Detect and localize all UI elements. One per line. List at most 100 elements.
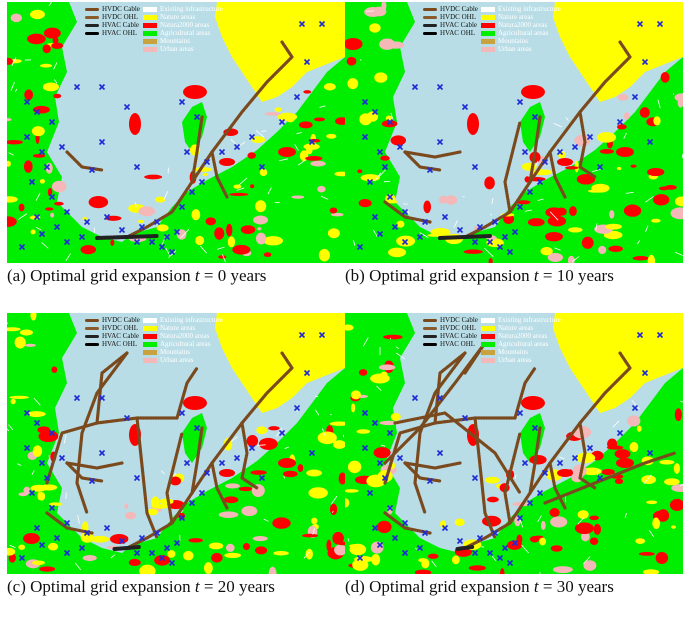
- node-marker: [118, 226, 126, 234]
- node-marker: [416, 544, 424, 552]
- land-use-patch: [371, 553, 381, 566]
- existing-infrastructure-line: [303, 551, 310, 559]
- map-svg: [7, 313, 345, 574]
- land-use-patch: [19, 329, 33, 336]
- natura2000-zone: [219, 158, 235, 166]
- land-use-patch: [333, 440, 345, 449]
- node-marker: [476, 534, 484, 542]
- legend-label: HVAC OHL: [440, 340, 476, 348]
- land-use-patch: [90, 535, 110, 543]
- land-use-patch: [544, 231, 563, 242]
- legend-entry: Agricultural areas: [143, 340, 255, 348]
- land-use-patch: [346, 56, 357, 66]
- node-marker: [248, 444, 256, 452]
- existing-infrastructure-line: [263, 518, 269, 522]
- existing-infrastructure-line: [237, 141, 246, 148]
- land-use-patch: [327, 228, 340, 239]
- legend-entry: Natura2000 areas: [481, 21, 593, 29]
- existing-infrastructure-line: [592, 168, 601, 173]
- land-use-patch: [30, 229, 36, 235]
- land-use-patch: [653, 194, 670, 206]
- legend-label: Agricultural areas: [160, 340, 211, 348]
- legend-line-types: HVDC Cable HVDC OHL HVAC Cable HVAC OHL: [423, 5, 481, 37]
- node-marker: [416, 233, 424, 241]
- land-use-patch: [358, 199, 372, 208]
- land-use-patch: [253, 215, 269, 225]
- legend-label: Mountains: [160, 348, 190, 356]
- land-use-patch: [10, 13, 22, 23]
- land-use-patch: [589, 515, 599, 521]
- existing-infrastructure-line: [554, 247, 561, 251]
- node-marker: [308, 449, 316, 457]
- land-use-patch: [323, 83, 336, 91]
- node-marker: [636, 331, 644, 339]
- node-marker: [38, 541, 46, 549]
- legend-swatch: [481, 22, 495, 28]
- existing-infrastructure-line: [31, 470, 35, 475]
- land-use-patch: [191, 209, 201, 221]
- land-use-patch: [274, 107, 282, 112]
- hvac-cable-corridor: [112, 545, 142, 551]
- land-use-patch: [29, 412, 43, 418]
- land-use-patch: [616, 124, 627, 130]
- node-marker: [58, 454, 66, 462]
- panel-c: HVDC Cable HVDC OHL HVAC Cable HVAC OHL Exis…: [7, 313, 345, 596]
- land-use-patch: [7, 139, 23, 145]
- node-marker: [356, 554, 364, 562]
- node-marker: [88, 477, 96, 485]
- land-use-patch: [256, 426, 268, 435]
- land-use-patch: [272, 517, 291, 529]
- land-use-patch: [305, 155, 323, 161]
- node-marker: [73, 83, 81, 91]
- node-marker: [163, 544, 171, 552]
- node-marker: [153, 529, 161, 537]
- land-use-patch: [326, 539, 332, 552]
- land-use-patch: [302, 533, 319, 538]
- node-marker: [53, 534, 61, 542]
- node-marker: [411, 394, 419, 402]
- land-use-patch: [317, 431, 337, 445]
- existing-infrastructure-line: [255, 130, 265, 138]
- land-use-patch: [583, 560, 597, 571]
- land-use-patch: [383, 334, 403, 340]
- existing-infrastructure-line: [453, 220, 458, 228]
- land-use-patch: [24, 89, 34, 101]
- land-use-patch: [423, 200, 432, 214]
- legend-label: Mountains: [498, 37, 528, 45]
- land-use-patch: [487, 496, 499, 503]
- land-use-patch: [608, 245, 623, 252]
- legend-swatch: [481, 341, 495, 347]
- land-use-patch: [657, 509, 670, 522]
- node-marker: [43, 474, 51, 482]
- land-use-patch: [555, 207, 567, 216]
- existing-infrastructure-line: [657, 99, 661, 109]
- land-use-patch: [110, 239, 115, 246]
- existing-infrastructure-line: [645, 196, 654, 203]
- existing-infrastructure-line: [572, 256, 580, 262]
- existing-infrastructure-line: [36, 227, 42, 231]
- node-marker: [461, 103, 469, 111]
- land-use-patch: [39, 63, 53, 68]
- legend-swatch: [423, 326, 437, 330]
- land-use-patch: [616, 166, 622, 171]
- natura2000-zone: [557, 469, 573, 477]
- caption-unit: years: [238, 577, 275, 596]
- land-use-patch: [576, 174, 596, 185]
- node-marker: [521, 459, 529, 467]
- land-use-patch: [345, 324, 354, 331]
- node-marker: [198, 178, 206, 186]
- land-use-patch: [385, 115, 393, 121]
- node-marker: [501, 233, 509, 241]
- land-use-patch: [80, 244, 97, 255]
- land-use-patch: [37, 426, 51, 434]
- node-marker: [441, 524, 449, 532]
- existing-infrastructure-line: [8, 152, 14, 156]
- node-marker: [361, 133, 369, 141]
- hvdc-cable-corridor: [578, 110, 597, 179]
- caption-label: (b) Optimal grid expansion: [345, 266, 530, 285]
- node-marker: [401, 549, 409, 557]
- node-marker: [456, 226, 464, 234]
- legend-label: Existing infrastructure: [498, 316, 561, 324]
- legend-swatch: [481, 30, 495, 36]
- hvdc-cable-corridor: [543, 451, 677, 505]
